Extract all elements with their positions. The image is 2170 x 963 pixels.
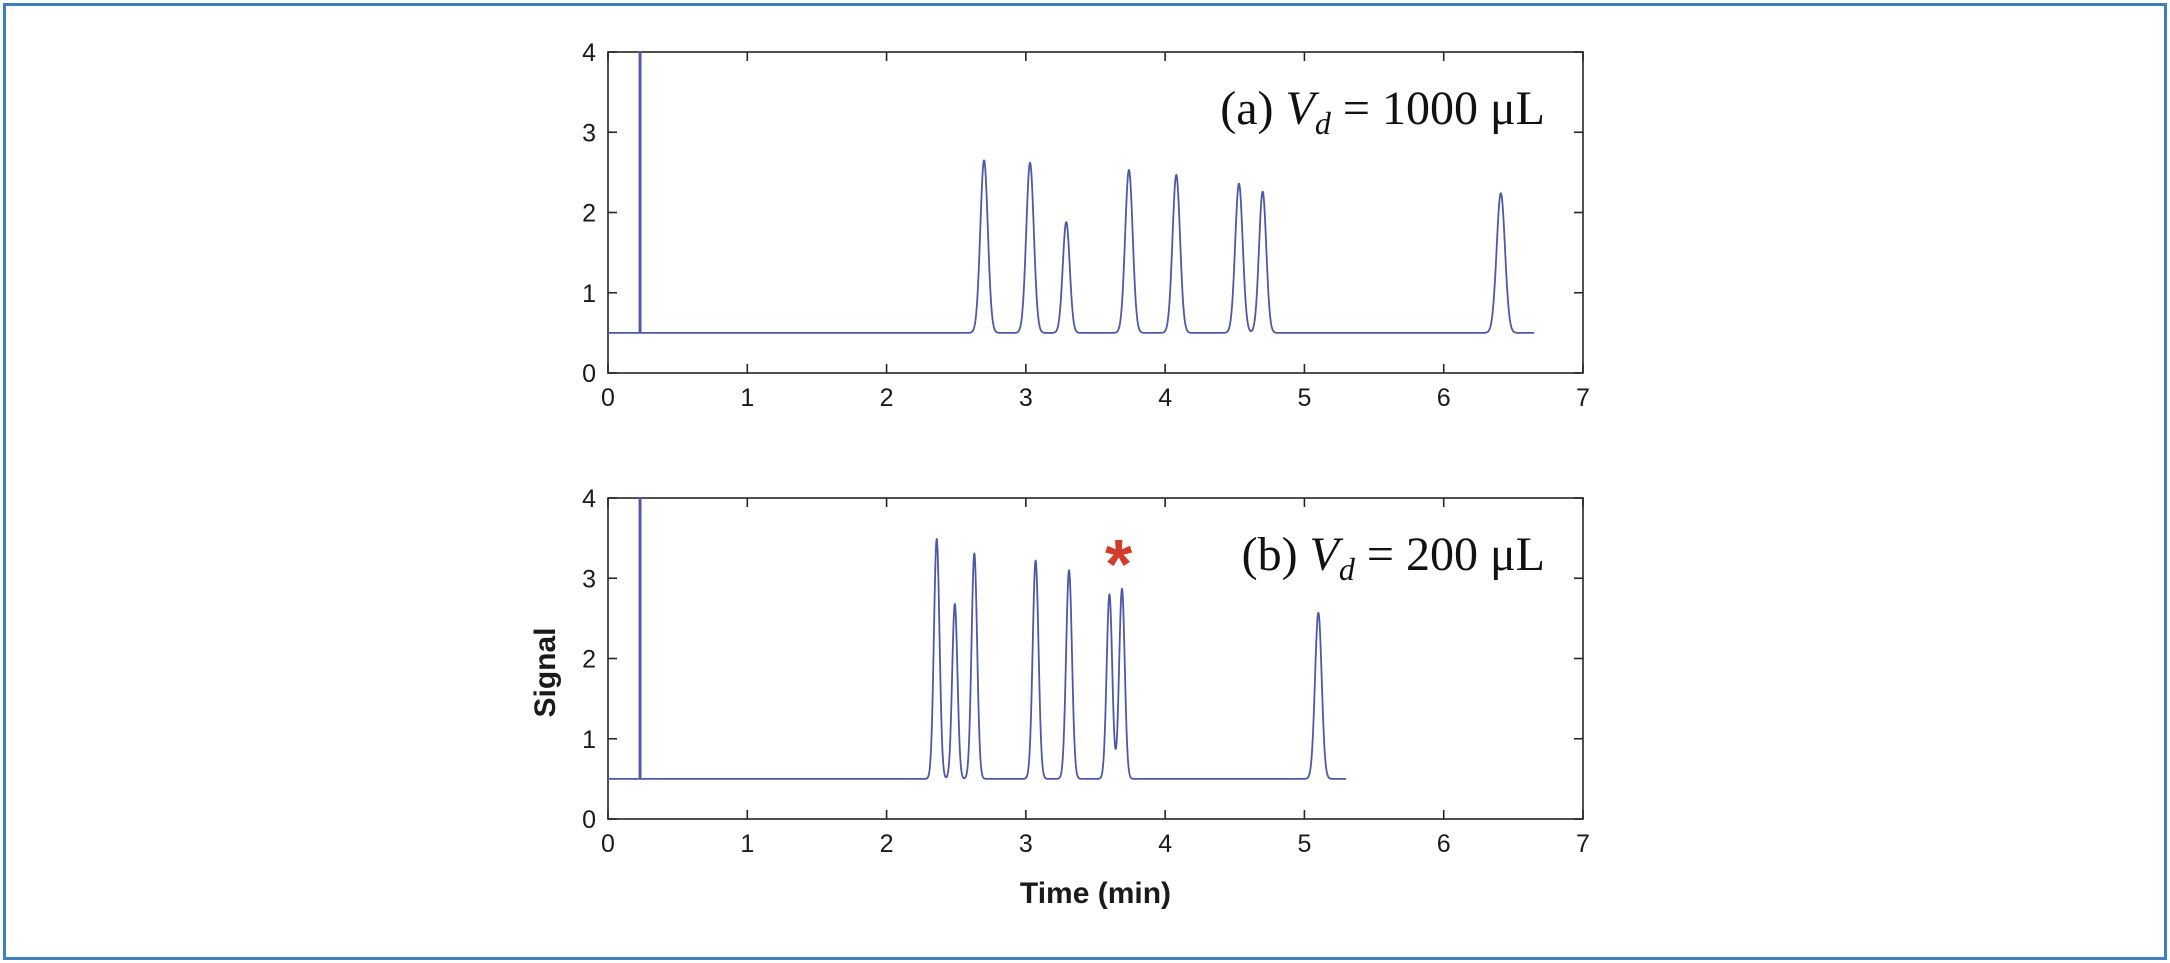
y-tick-label: 1 <box>582 726 596 754</box>
y-tick-label: 3 <box>582 565 596 593</box>
x-tick-label: 0 <box>601 830 615 858</box>
signal-trace <box>608 497 1347 780</box>
x-tick-label: 1 <box>740 830 754 858</box>
y-axis-title: Signal <box>529 627 562 717</box>
x-tick-label: 1 <box>740 384 754 412</box>
x-tick-label: 4 <box>1158 830 1172 858</box>
panel-a-chart: 0 1 2 3 4 5 6 7 0 1 2 3 4 (a) Vd = 1000 μL <box>582 39 1590 412</box>
panel-annotation: (b) Vd = 200 μL <box>1242 528 1545 587</box>
x-tick-label: 4 <box>1158 384 1172 412</box>
x-tick-label: 6 <box>1437 384 1451 412</box>
y-tick-label: 2 <box>582 200 596 228</box>
y-tick-label: 3 <box>582 119 596 147</box>
x-tick-label: 5 <box>1297 830 1311 858</box>
x-tick-label: 7 <box>1576 830 1590 858</box>
y-tick-label: 4 <box>582 485 596 513</box>
asterisk-marker: * <box>1105 525 1133 603</box>
x-tick-label: 0 <box>601 384 615 412</box>
y-tick-label: 0 <box>582 806 596 834</box>
x-tick-label: 2 <box>880 384 894 412</box>
x-tick-label: 3 <box>1019 384 1033 412</box>
y-tick-label: 2 <box>582 646 596 674</box>
panel-b-chart: 0 1 2 3 4 5 6 7 0 1 2 3 4 (b) Vd = 200 μL * Time (min) S… <box>529 485 1590 910</box>
x-tick-label: 6 <box>1437 830 1451 858</box>
x-tick-label: 5 <box>1297 384 1311 412</box>
panel-annotation: (a) Vd = 1000 μL <box>1220 82 1545 141</box>
signal-trace <box>608 51 1535 334</box>
x-tick-label: 2 <box>880 830 894 858</box>
y-tick-label: 4 <box>582 39 596 67</box>
x-tick-label: 3 <box>1019 830 1033 858</box>
x-tick-label: 7 <box>1576 384 1590 412</box>
y-tick-label: 0 <box>582 360 596 388</box>
figure-frame <box>3 3 2167 960</box>
x-axis-title: Time (min) <box>1020 877 1171 910</box>
y-tick-label: 1 <box>582 280 596 308</box>
